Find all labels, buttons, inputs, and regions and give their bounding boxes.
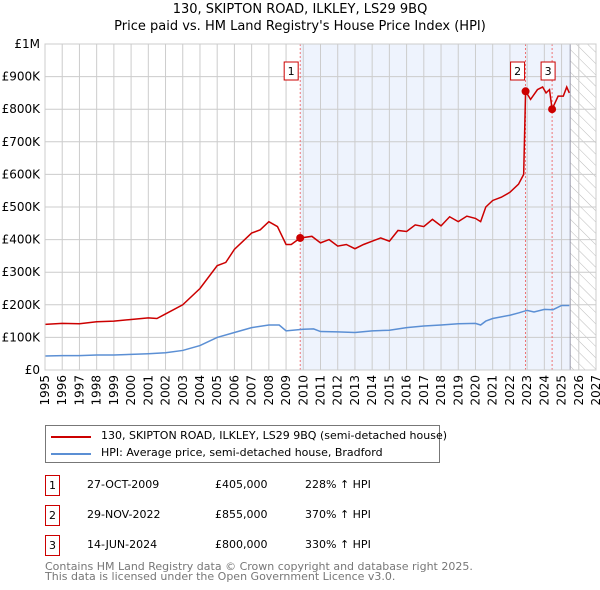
legend: 130, SKIPTON ROAD, ILKLEY, LS29 9BQ (sem… [45,425,447,463]
x-tick-label: 2014 [365,375,379,406]
x-tick-label: 1999 [107,375,121,406]
x-tick-label: 2005 [210,375,224,406]
sale-point [296,233,305,242]
series-line-hpi [44,304,570,357]
legend-label: 130, SKIPTON ROAD, ILKLEY, LS29 9BQ (sem… [101,429,448,442]
footer-copyright: Contains HM Land Registry data © Crown c… [45,560,473,573]
sale-hpi-change: 370% ↑ HPI [305,508,371,521]
x-tick-label: 2017 [417,375,431,406]
y-tick-label: £700K [2,135,42,149]
x-tick-label: 2011 [314,375,328,406]
sale-price: £855,000 [215,508,268,521]
x-tick-label: 1998 [90,375,104,406]
x-tick-label: 2018 [434,375,448,406]
y-tick-label: £400K [2,233,42,247]
sale-number: 2 [45,505,60,526]
x-tick-label: 1996 [55,375,69,406]
sale-hpi-change: 330% ↑ HPI [305,538,371,551]
x-tick-label: 2006 [227,375,241,406]
y-tick-label: £600K [2,167,42,181]
sale-label: 3 [545,65,552,78]
x-tick-label: 2015 [382,375,396,406]
x-tick-label: 2008 [262,375,276,406]
x-tick-label: 2022 [503,375,517,406]
sale-hpi-change: 228% ↑ HPI [305,478,371,491]
sale-date: 27-OCT-2009 [87,478,160,491]
x-tick-label: 2021 [486,375,500,406]
x-tick-label: 1997 [72,375,86,406]
sale-number: 1 [45,475,60,496]
x-tick-label: 2024 [537,375,551,406]
legend-swatch-red [51,436,91,438]
y-tick-label: £0 [25,363,40,377]
x-tick-label: 1995 [38,375,52,406]
y-tick-label: £1M [14,37,40,51]
x-tick-label: 2004 [193,375,207,406]
y-tick-label: £800K [2,102,42,116]
x-tick-label: 2003 [176,375,190,406]
x-tick-label: 2019 [451,375,465,406]
x-tick-label: 2002 [159,375,173,406]
x-tick-label: 2000 [124,375,138,406]
x-tick-label: 2007 [245,375,259,406]
x-tick-label: 2025 [555,375,569,406]
footer-licence: This data is licensed under the Open Gov… [45,570,396,583]
sale-date: 29-NOV-2022 [87,508,161,521]
x-tick-label: 2013 [348,375,362,406]
sale-label: 2 [514,65,521,78]
sale-price: £405,000 [215,478,268,491]
legend-label: HPI: Average price, semi-detached house,… [101,446,383,459]
chart-title: 130, SKIPTON ROAD, ILKLEY, LS29 9BQ [172,2,428,17]
x-tick-label: 2027 [589,375,600,406]
sale-row: 2 29-NOV-2022 £855,000 370% ↑ HPI [45,505,445,526]
x-tick-label: 2026 [572,375,586,406]
sale-price: £800,000 [215,538,268,551]
sale-point [548,105,557,114]
sale-row: 3 14-JUN-2024 £800,000 330% ↑ HPI [45,535,445,556]
y-tick-label: £200K [2,298,42,312]
sale-date: 14-JUN-2024 [87,538,158,551]
y-tick-label: £300K [2,265,42,279]
y-tick-label: £500K [2,200,42,214]
sale-label-box [283,61,299,81]
y-tick-label: £100K [2,330,42,344]
x-tick-label: 2001 [141,375,155,406]
sale-label-box [540,61,556,81]
price-chart: 1995 1996 1997 1998 1999 2000 2001 2002 2003 2004… [2,37,600,406]
chart-subtitle: Price paid vs. HM Land Registry's House … [114,19,486,34]
y-tick-label: £900K [2,70,42,84]
sale-row: 1 27-OCT-2009 £405,000 228% ↑ HPI [45,475,445,496]
plot-frame [44,43,597,371]
x-tick-label: 2009 [279,375,293,406]
x-tick-label: 2020 [468,375,482,406]
sale-label-box [510,61,526,81]
x-tick-label: 2010 [296,375,310,406]
x-tick-label: 2023 [520,375,534,406]
x-tick-label: 2016 [400,375,414,406]
x-tick-label: 2012 [331,375,345,406]
legend-swatch-blue [51,453,91,455]
sale-number: 3 [45,535,60,556]
sale-point [521,87,530,96]
sale-label: 1 [288,65,295,78]
